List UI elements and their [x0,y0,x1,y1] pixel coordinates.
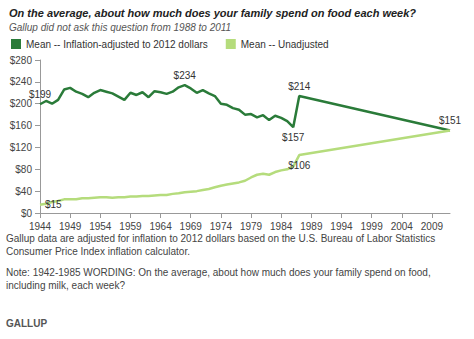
svg-text:2009: 2009 [421,221,444,232]
svg-text:Note: 1942-1985 WORDING: On th: Note: 1942-1985 WORDING: On the average,… [6,267,433,278]
svg-text:$280: $280 [10,55,33,66]
svg-text:1944: 1944 [29,221,52,232]
svg-text:1999: 1999 [360,221,383,232]
svg-text:On the average, about how much: On the average, about how much does your… [9,7,416,19]
svg-text:$200: $200 [10,98,33,109]
svg-text:$151: $151 [439,115,462,126]
svg-text:1989: 1989 [300,221,323,232]
svg-text:$157: $157 [282,132,305,143]
svg-text:1994: 1994 [330,221,353,232]
svg-text:$234: $234 [174,70,197,81]
svg-text:Consumer Price Index inflation: Consumer Price Index inflation calculato… [6,246,190,257]
svg-text:Mean -- Inflation-adjusted to: Mean -- Inflation-adjusted to 2012 dolla… [26,39,208,50]
svg-text:1984: 1984 [270,221,293,232]
svg-text:$199: $199 [29,89,52,100]
svg-text:Mean -- Unadjusted: Mean -- Unadjusted [241,39,329,50]
svg-text:Gallup did not ask this questi: Gallup did not ask this question from 19… [9,22,231,33]
svg-text:1974: 1974 [210,221,233,232]
svg-text:Gallup data are adjusted for i: Gallup data are adjusted for inflation t… [6,233,438,244]
svg-text:GALLUP: GALLUP [6,318,47,329]
svg-text:1959: 1959 [119,221,142,232]
svg-text:including milk, each week?: including milk, each week? [6,280,125,291]
svg-text:$160: $160 [10,120,33,131]
svg-text:2004: 2004 [391,221,414,232]
svg-text:$120: $120 [10,142,33,153]
svg-text:$240: $240 [10,76,33,87]
svg-text:$80: $80 [15,164,32,175]
svg-text:$106: $106 [288,160,311,171]
svg-text:$15: $15 [45,199,62,210]
svg-text:1964: 1964 [149,221,172,232]
svg-text:1979: 1979 [240,221,263,232]
svg-text:1954: 1954 [89,221,112,232]
svg-text:1969: 1969 [180,221,203,232]
svg-text:$0: $0 [21,208,33,219]
svg-text:$214: $214 [288,81,311,92]
svg-text:$40: $40 [15,186,32,197]
svg-text:1949: 1949 [59,221,82,232]
